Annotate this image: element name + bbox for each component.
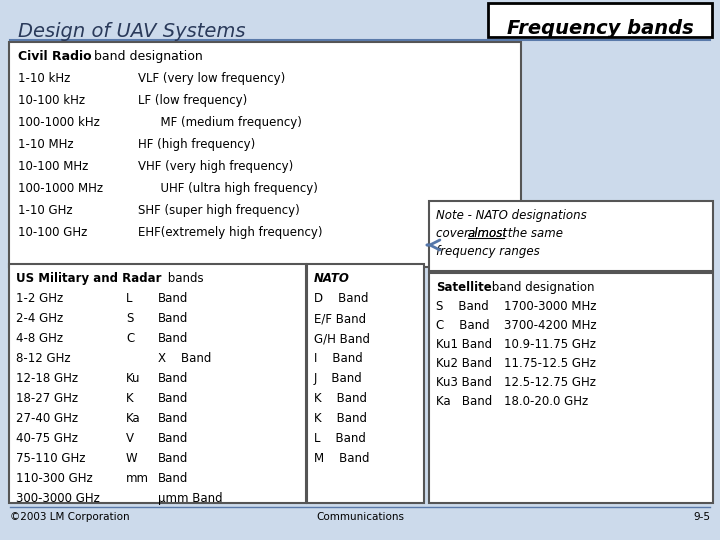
Text: Band: Band [158,392,189,405]
Text: VHF (very high frequency): VHF (very high frequency) [138,160,293,173]
Text: Satellite: Satellite [436,281,492,294]
Text: M    Band: M Band [314,452,369,465]
Text: 300-3000 GHz: 300-3000 GHz [16,492,100,505]
Text: Ka: Ka [126,412,140,425]
Text: Ku1 Band: Ku1 Band [436,338,492,351]
Text: 100-1000 kHz: 100-1000 kHz [18,116,100,129]
FancyBboxPatch shape [307,264,424,503]
Text: 1-2 GHz: 1-2 GHz [16,292,63,305]
Text: ©2003 LM Corporation: ©2003 LM Corporation [10,512,130,522]
Text: Design of UAV Systems: Design of UAV Systems [18,22,246,41]
Text: 3700-4200 MHz: 3700-4200 MHz [504,319,597,332]
Text: MF (medium frequency): MF (medium frequency) [138,116,302,129]
FancyBboxPatch shape [9,264,306,503]
Text: Civil Radio: Civil Radio [18,50,91,63]
Text: Band: Band [158,292,189,305]
Text: Ka   Band: Ka Band [436,395,492,408]
Text: 10-100 MHz: 10-100 MHz [18,160,89,173]
Text: 2-4 GHz: 2-4 GHz [16,312,63,325]
Text: 18.0-20.0 GHz: 18.0-20.0 GHz [504,395,588,408]
Text: Frequency bands: Frequency bands [507,19,693,38]
Text: C: C [126,332,134,345]
Text: Band: Band [158,332,189,345]
Text: C    Band: C Band [436,319,490,332]
Text: Band: Band [158,472,189,485]
Text: US Military and Radar: US Military and Radar [16,272,161,285]
Text: Band: Band [158,452,189,465]
Text: K    Band: K Band [314,412,367,425]
Text: 27-40 GHz: 27-40 GHz [16,412,78,425]
Text: the same: the same [504,227,563,240]
Text: Note - NATO designations: Note - NATO designations [436,209,587,222]
Text: L: L [126,292,132,305]
Text: cover: cover [436,227,472,240]
Text: EHF(extremely high frequency): EHF(extremely high frequency) [138,226,323,239]
Text: band designation: band designation [488,281,595,294]
Text: D    Band: D Band [314,292,369,305]
Text: mm: mm [126,472,149,485]
Text: 4-8 GHz: 4-8 GHz [16,332,63,345]
Text: almost: almost [468,227,508,240]
Text: 1-10 kHz: 1-10 kHz [18,72,71,85]
Text: 10-100 kHz: 10-100 kHz [18,94,85,107]
FancyBboxPatch shape [429,201,713,271]
Text: 40-75 GHz: 40-75 GHz [16,432,78,445]
Text: 1700-3000 MHz: 1700-3000 MHz [504,300,596,313]
Text: VLF (very low frequency): VLF (very low frequency) [138,72,285,85]
Text: 1-10 MHz: 1-10 MHz [18,138,73,151]
FancyBboxPatch shape [9,42,521,267]
Text: Ku: Ku [126,372,140,385]
Text: E/F Band: E/F Band [314,312,366,325]
Text: almost: almost [468,227,508,240]
Text: LF (low frequency): LF (low frequency) [138,94,247,107]
Text: UHF (ultra high frequency): UHF (ultra high frequency) [138,182,318,195]
Text: J    Band: J Band [314,372,363,385]
Text: 8-12 GHz: 8-12 GHz [16,352,71,365]
Text: I    Band: I Band [314,352,363,365]
Text: L    Band: L Band [314,432,366,445]
Text: Band: Band [158,372,189,385]
Text: Ku3 Band: Ku3 Band [436,376,492,389]
FancyBboxPatch shape [488,3,712,37]
Text: μmm Band: μmm Band [158,492,222,505]
Text: W: W [126,452,138,465]
Text: NATO: NATO [314,272,350,285]
Text: SHF (super high frequency): SHF (super high frequency) [138,204,300,217]
Text: 11.75-12.5 GHz: 11.75-12.5 GHz [504,357,596,370]
Text: 12-18 GHz: 12-18 GHz [16,372,78,385]
Text: G/H Band: G/H Band [314,332,370,345]
Text: 110-300 GHz: 110-300 GHz [16,472,93,485]
Text: HF (high frequency): HF (high frequency) [138,138,256,151]
Text: Ku2 Band: Ku2 Band [436,357,492,370]
Text: Band: Band [158,412,189,425]
Text: Band: Band [158,432,189,445]
Text: 12.5-12.75 GHz: 12.5-12.75 GHz [504,376,596,389]
Text: S    Band: S Band [436,300,489,313]
Text: 1-10 GHz: 1-10 GHz [18,204,73,217]
Text: K    Band: K Band [314,392,367,405]
Text: Band: Band [158,312,189,325]
Text: bands: bands [164,272,204,285]
Text: S: S [126,312,133,325]
Text: 10-100 GHz: 10-100 GHz [18,226,87,239]
Text: 100-1000 MHz: 100-1000 MHz [18,182,103,195]
Text: 75-110 GHz: 75-110 GHz [16,452,86,465]
Text: 18-27 GHz: 18-27 GHz [16,392,78,405]
Text: K: K [126,392,134,405]
Text: V: V [126,432,134,445]
Text: 9-5: 9-5 [693,512,710,522]
Text: 10.9-11.75 GHz: 10.9-11.75 GHz [504,338,596,351]
FancyBboxPatch shape [429,273,713,503]
Text: frequency ranges: frequency ranges [436,245,540,258]
Text: Communications: Communications [316,512,404,522]
Text: X    Band: X Band [158,352,212,365]
Text: band designation: band designation [90,50,203,63]
